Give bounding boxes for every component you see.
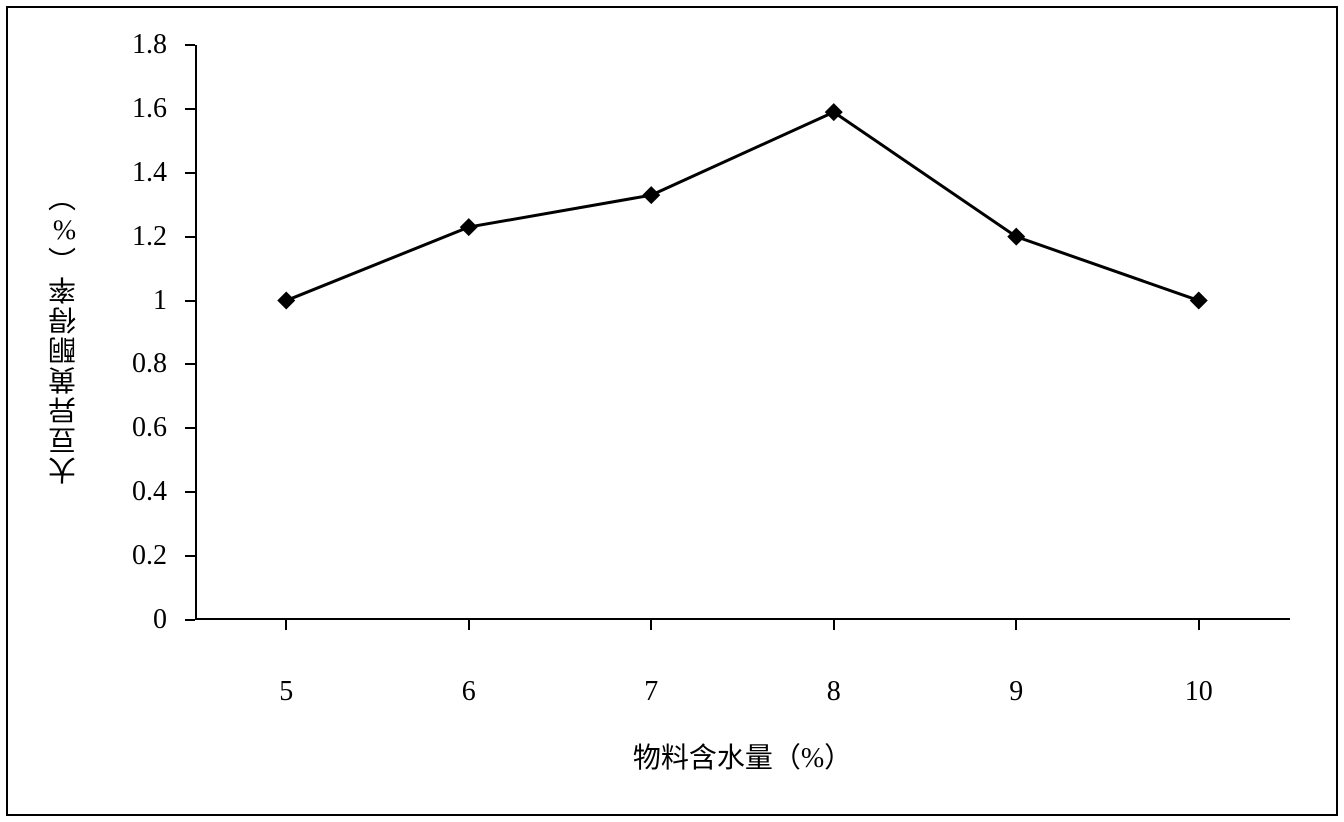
y-tick-label: 0.8 — [132, 348, 167, 380]
y-tick-label: 1.4 — [132, 157, 167, 189]
x-tick — [1198, 620, 1200, 630]
y-tick-label: 0.2 — [132, 540, 167, 572]
data-series — [195, 45, 1290, 620]
y-tick — [185, 236, 195, 238]
y-tick — [185, 300, 195, 302]
series-marker — [460, 218, 478, 236]
x-tick — [833, 620, 835, 630]
x-tick-label: 5 — [279, 676, 293, 708]
x-tick — [650, 620, 652, 630]
series-marker — [1190, 292, 1208, 310]
y-tick — [185, 555, 195, 557]
y-tick-label: 0 — [153, 604, 167, 636]
y-tick-label: 0.4 — [132, 476, 167, 508]
series-marker — [1007, 228, 1025, 246]
series-marker — [277, 292, 295, 310]
y-tick — [185, 427, 195, 429]
plot-area: 00.20.40.60.811.21.41.61.85678910 — [195, 45, 1290, 620]
y-tick — [185, 44, 195, 46]
y-tick — [185, 172, 195, 174]
y-axis-title: 大豆异黄酮得率（%） — [45, 181, 85, 484]
series-line — [286, 112, 1199, 300]
x-tick-label: 8 — [827, 676, 841, 708]
x-axis-title: 物料含水量（%） — [633, 736, 852, 776]
y-tick-label: 1 — [153, 285, 167, 317]
x-tick-label: 9 — [1009, 676, 1023, 708]
y-tick-label: 1.8 — [132, 29, 167, 61]
y-tick — [185, 363, 195, 365]
x-tick — [1015, 620, 1017, 630]
x-tick-label: 6 — [462, 676, 476, 708]
y-tick — [185, 108, 195, 110]
series-marker — [825, 103, 843, 121]
x-tick-label: 7 — [644, 676, 658, 708]
x-tick — [285, 620, 287, 630]
x-tick-label: 10 — [1185, 676, 1213, 708]
x-tick — [468, 620, 470, 630]
y-tick — [185, 619, 195, 621]
series-marker — [642, 186, 660, 204]
y-tick-label: 1.6 — [132, 93, 167, 125]
y-tick-label: 0.6 — [132, 412, 167, 444]
y-tick — [185, 491, 195, 493]
y-tick-label: 1.2 — [132, 221, 167, 253]
